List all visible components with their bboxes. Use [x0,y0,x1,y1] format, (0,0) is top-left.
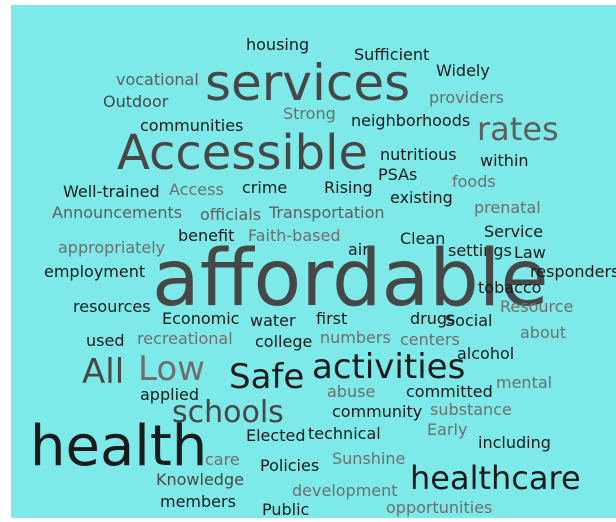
word-nutritious: nutritious [380,145,457,164]
word-substance: substance [430,400,512,419]
word-activities: activities [312,347,466,387]
word-public: Public [262,500,310,518]
word-care: care [205,450,240,469]
word-early: Early [427,420,468,439]
word-employment: employment [44,262,146,281]
word-recreational: recreational [137,329,233,348]
word-opportunities: opportunities [386,498,493,517]
word-existing: existing [390,188,453,207]
word-policies: Policies [260,456,320,475]
word-economic: Economic [162,309,240,328]
word-officials: officials [200,205,262,224]
word-elected: Elected [246,426,306,445]
word-mental: mental [496,373,553,392]
word-safe: Safe [229,357,305,397]
word-outdoor: Outdoor [103,92,169,111]
word-access: Access [169,180,224,199]
word-responders: responders [530,262,616,281]
word-healthcare: healthcare [410,459,581,497]
word-faith-based: Faith-based [248,226,341,245]
word-providers: providers [429,88,504,107]
word-used: used [86,331,125,350]
word-development: development [292,481,398,500]
word-resource: Resource [500,297,574,316]
word-benefit: benefit [178,226,235,245]
word-law: Law [514,243,546,262]
word-within: within [480,151,529,170]
word-rates: rates [477,110,559,148]
word-community: community [332,402,423,421]
word-college: college [255,332,313,351]
word-abuse: abuse [327,382,376,401]
word-numbers: numbers [320,328,391,347]
word-vocational: vocational [116,70,199,89]
word-services: services [205,54,411,112]
word-members: members [160,492,236,511]
word-centers: centers [400,330,460,349]
word-appropriately: appropriately [58,238,166,257]
word-low: Low [138,349,205,389]
word-affordable: affordable [152,234,549,324]
word-accessible: Accessible [117,125,368,181]
word-service: Service [484,222,544,241]
word-crime: crime [242,178,288,197]
word-transportation: Transportation [269,203,385,222]
word-knowledge: Knowledge [156,470,244,489]
word-widely: Widely [436,61,490,80]
word-resources: resources [73,297,151,316]
word-schools: schools [172,395,284,430]
word-alcohol: alcohol [457,344,515,363]
word-sunshine: Sunshine [332,449,406,468]
word-clean: Clean [400,229,446,248]
word-tobacco: tobacco [478,278,542,297]
word-settings: settings [448,241,512,260]
word-psas: PSAs [378,165,418,184]
word-including: including [478,433,551,452]
word-water: water [250,311,296,330]
word-neighborhoods: neighborhoods [351,111,471,130]
word-about: about [520,323,567,342]
word-committed: committed [406,382,493,401]
word-well-trained: Well-trained [63,182,160,201]
word-housing: housing [246,35,310,54]
word-rising: Rising [324,178,373,197]
word-prenatal: prenatal [474,198,541,217]
word-technical: technical [308,424,381,443]
word-communities: communities [140,116,244,135]
word-sufficient: Sufficient [354,45,430,64]
word-social: Social [445,311,493,330]
word-first: first [316,309,348,328]
word-all: All [82,352,125,392]
word-health: health [30,414,208,479]
word-cloud: housing Sufficient Widely vocational service… [11,5,616,518]
word-strong: Strong [283,104,336,123]
word-foods: foods [452,172,496,191]
word-air: air [348,240,369,259]
word-announcements: Announcements [52,203,183,222]
word-applied: applied [140,385,200,404]
word-drugs: drugs [410,309,456,328]
